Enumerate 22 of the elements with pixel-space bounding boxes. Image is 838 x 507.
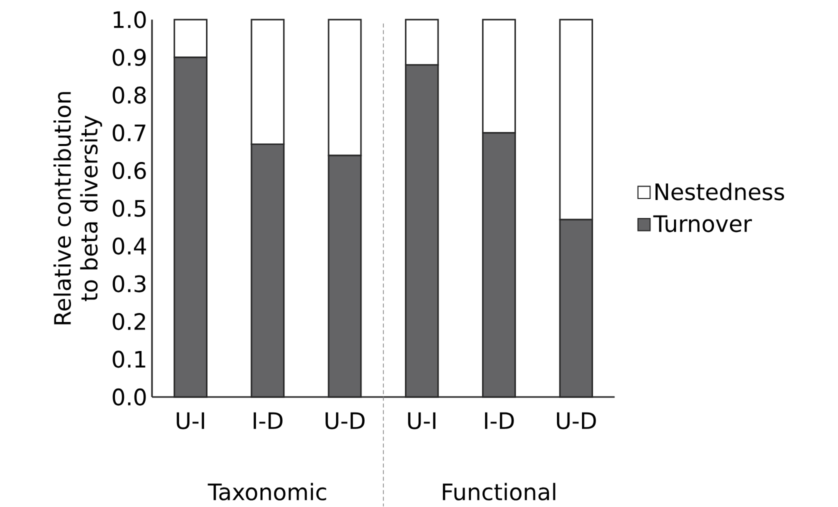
y-tick-label: 0.6 <box>112 162 146 180</box>
legend-label: Turnover <box>653 215 752 232</box>
text: Functional <box>442 482 556 500</box>
y-tick-label: 0.0 <box>112 388 146 406</box>
y-tick-label: 0.4 <box>112 237 146 255</box>
y-tick-label: 0.8 <box>112 86 146 104</box>
y-tick-label: 0.9 <box>112 48 146 66</box>
y-tick-label: 1.0 <box>114 11 146 28</box>
x-tick-label: U-D <box>326 412 365 430</box>
y-tick-label: 0.1 <box>112 350 146 368</box>
y-tick-label: 0.5 <box>112 200 146 217</box>
y-tick-label: 0.2 <box>112 312 146 330</box>
y-axis-title: Relative contribution to beta diversity <box>53 92 102 324</box>
x-tick-label: I-D <box>485 412 514 429</box>
x-tick-label: U-D <box>556 412 596 430</box>
x-tick-label: I-D <box>254 412 282 429</box>
text: Taxonomic <box>208 482 326 500</box>
legend-label: Nestedness <box>656 182 784 200</box>
y-tick-label: 0.7 <box>112 124 146 142</box>
y-tick-label: 0.3 <box>112 275 146 292</box>
x-tick-label: U-I <box>176 412 204 430</box>
x-tick-label: U-I <box>408 412 436 430</box>
